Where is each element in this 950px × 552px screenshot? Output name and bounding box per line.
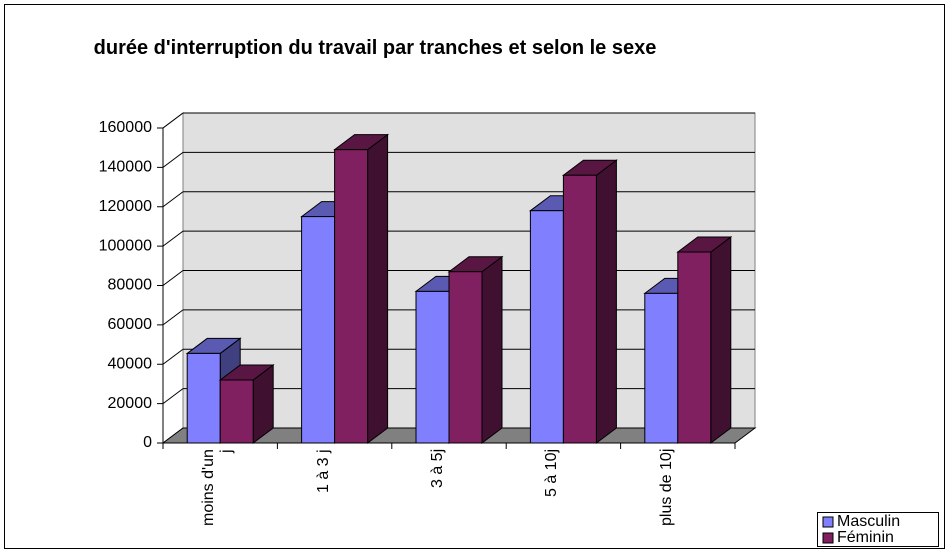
y-tick-label: 120000 <box>99 198 152 215</box>
y-tick-label: 0 <box>143 434 152 451</box>
bar-front <box>334 149 369 444</box>
legend-swatch <box>822 532 834 544</box>
bar <box>447 255 504 444</box>
bar-side <box>595 159 617 444</box>
legend-label: Masculin <box>837 513 900 530</box>
bar-front <box>448 271 483 444</box>
bar-front <box>219 379 254 444</box>
x-tick-label: 1 à 3 j <box>314 449 332 493</box>
bar <box>561 159 618 444</box>
grid-line <box>162 348 184 365</box>
grid-line <box>162 388 184 405</box>
bar <box>333 133 390 444</box>
chart-title: durée d'interruption du travail par tran… <box>93 37 657 59</box>
y-tick-label: 60000 <box>108 316 153 333</box>
bar <box>218 364 275 444</box>
x-tick-label: 3 à 5j <box>429 449 446 489</box>
bar-front <box>301 216 336 444</box>
y-tick-label: 80000 <box>108 277 153 294</box>
legend <box>817 512 939 547</box>
legend-swatch <box>822 516 834 528</box>
x-tick-label: plus de 10j <box>657 449 675 527</box>
bar-front <box>562 174 597 444</box>
y-tick-label: 20000 <box>108 395 153 412</box>
y-tick-label: 140000 <box>99 159 152 176</box>
y-tick-label: 100000 <box>99 237 152 254</box>
grid-line <box>162 112 184 129</box>
legend-label: Féminin <box>837 529 894 546</box>
bar-front <box>529 210 564 444</box>
grid-line <box>162 191 184 208</box>
grid-line <box>162 309 184 326</box>
bar-front <box>415 290 450 444</box>
bar-side <box>367 133 389 444</box>
x-tick-label: moins d'un j <box>200 449 236 526</box>
bar-front <box>677 251 712 444</box>
bar <box>676 236 733 444</box>
x-tick-label: 5 à 10j <box>543 449 561 498</box>
y-tick-label: 160000 <box>99 119 152 136</box>
grid-line <box>162 230 184 247</box>
grid-line <box>162 270 184 286</box>
y-tick-label: 40000 <box>108 355 153 372</box>
bar-front <box>186 352 221 444</box>
bar-side <box>481 255 503 444</box>
bar-front <box>644 292 679 444</box>
grid-line <box>162 151 184 168</box>
bar-side <box>710 236 732 444</box>
chart-border <box>4 4 945 549</box>
